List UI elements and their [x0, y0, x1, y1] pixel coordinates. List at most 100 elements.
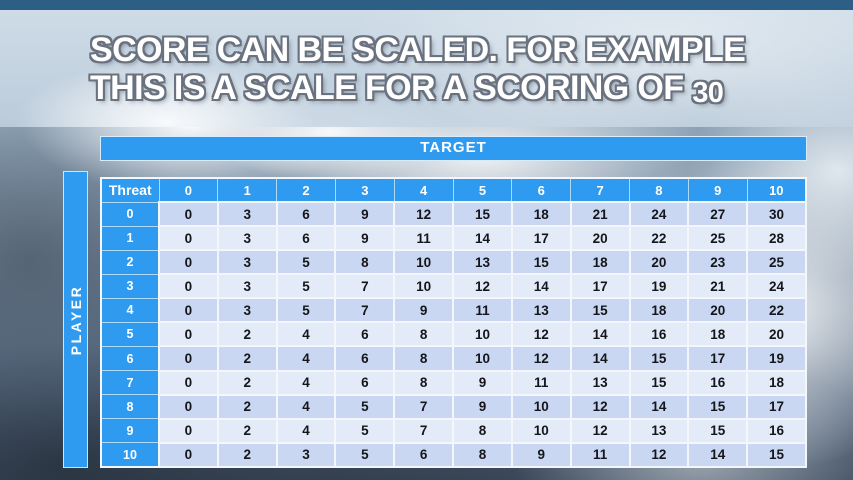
score-cell: 18 — [746, 369, 807, 396]
score-cell: 10 — [510, 393, 572, 420]
score-cell: 6 — [334, 369, 396, 396]
target-col-header: 3 — [334, 177, 395, 203]
score-cell: 18 — [510, 200, 572, 228]
player-row-header: 8 — [100, 394, 160, 420]
score-cell: 17 — [746, 393, 807, 420]
score-cell: 13 — [628, 417, 690, 444]
score-cell: 15 — [687, 393, 749, 420]
score-cell: 6 — [334, 321, 396, 348]
score-cell: 14 — [628, 393, 690, 420]
score-cell: 5 — [275, 273, 337, 300]
score-cell: 3 — [216, 297, 278, 324]
score-cell: 2 — [216, 393, 278, 420]
score-cell: 7 — [334, 273, 396, 300]
score-cell: 11 — [510, 369, 572, 396]
score-cell: 7 — [334, 297, 396, 324]
table-row: 6 0 2 4 6 8 10 12 14 15 17 19 — [100, 345, 807, 372]
player-row-header: 3 — [100, 273, 160, 299]
score-cell: 10 — [510, 417, 572, 444]
target-col-header: 5 — [452, 177, 513, 203]
score-cell: 12 — [510, 345, 572, 372]
score-cell: 0 — [158, 297, 219, 324]
player-row-header: 2 — [100, 249, 160, 275]
score-cell: 18 — [687, 321, 749, 348]
score-cell: 8 — [393, 369, 455, 396]
score-cell: 4 — [275, 321, 337, 348]
score-cell: 15 — [510, 249, 572, 276]
score-cell: 12 — [452, 273, 513, 300]
slide-title: SCORE CAN BE SCALED. FOR EXAMPLE THIS IS… — [90, 31, 746, 109]
score-cell: 9 — [334, 200, 396, 228]
score-cell: 19 — [746, 345, 807, 372]
title-line-1: SCORE CAN BE SCALED. FOR EXAMPLE — [90, 31, 746, 69]
score-cell: 13 — [569, 369, 631, 396]
table-row: 2 0 3 5 8 10 13 15 18 20 23 25 — [100, 249, 807, 276]
target-col-header: 4 — [393, 177, 454, 203]
score-cell: 13 — [510, 297, 572, 324]
score-cell: 12 — [628, 441, 690, 469]
score-cell: 8 — [452, 417, 513, 444]
score-cell: 10 — [393, 249, 455, 276]
player-row-header: 0 — [100, 201, 160, 227]
score-cell: 8 — [334, 249, 396, 276]
score-cell: 20 — [628, 249, 690, 276]
score-cell: 20 — [687, 297, 749, 324]
score-cell: 14 — [452, 225, 513, 252]
score-cell: 2 — [216, 345, 278, 372]
score-cell: 2 — [216, 321, 278, 348]
score-cell: 9 — [452, 393, 513, 420]
title-line-2-text: THIS IS A SCALE FOR A SCORING OF — [90, 69, 684, 108]
table-row: 8 0 2 4 5 7 9 10 12 14 15 17 — [100, 393, 807, 420]
score-cell: 24 — [746, 273, 807, 300]
score-cell: 8 — [393, 345, 455, 372]
title-band — [0, 10, 853, 127]
score-cell: 15 — [628, 369, 690, 396]
score-cell: 15 — [746, 441, 807, 469]
score-cell: 12 — [393, 200, 455, 228]
score-cell: 17 — [510, 225, 572, 252]
score-cell: 12 — [569, 393, 631, 420]
score-cell: 20 — [746, 321, 807, 348]
target-col-header: 2 — [276, 177, 336, 203]
score-cell: 14 — [687, 441, 749, 469]
score-cell: 12 — [510, 321, 572, 348]
score-cell: 28 — [746, 225, 807, 252]
score-table-body: 0 0 3 6 9 12 15 18 21 24 27 30 1 0 3 6 9 11 14 17 20 22 25 28 2 0… — [100, 200, 807, 469]
score-cell: 24 — [628, 200, 690, 228]
score-cell: 5 — [334, 393, 396, 420]
score-cell: 10 — [393, 273, 455, 300]
score-cell: 18 — [569, 249, 631, 276]
table-row: 10 0 2 3 5 6 8 9 11 12 14 15 — [100, 441, 807, 469]
score-cell: 25 — [746, 249, 807, 276]
score-cell: 16 — [746, 417, 807, 444]
score-cell: 7 — [393, 393, 455, 420]
score-cell: 8 — [393, 321, 455, 348]
score-cell: 14 — [510, 273, 572, 300]
score-cell: 19 — [628, 273, 690, 300]
score-cell: 3 — [216, 200, 278, 228]
score-cell: 0 — [158, 225, 219, 252]
player-row-header: 5 — [100, 321, 160, 347]
score-cell: 9 — [393, 297, 455, 324]
score-cell: 5 — [334, 417, 396, 444]
table-row: 3 0 3 5 7 10 12 14 17 19 21 24 — [100, 273, 807, 300]
table-row: 9 0 2 4 5 7 8 10 12 13 15 16 — [100, 417, 807, 444]
score-cell: 3 — [216, 249, 278, 276]
score-cell: 9 — [452, 369, 513, 396]
score-cell: 3 — [216, 225, 278, 252]
score-cell: 0 — [158, 200, 219, 228]
score-cell: 15 — [452, 200, 513, 228]
score-cell: 6 — [275, 225, 337, 252]
score-cell: 9 — [510, 441, 572, 469]
score-cell: 0 — [158, 393, 219, 420]
player-row-header: 1 — [100, 225, 160, 251]
score-cell: 22 — [746, 297, 807, 324]
score-cell: 2 — [216, 441, 278, 469]
score-cell: 2 — [216, 417, 278, 444]
table-row: 5 0 2 4 6 8 10 12 14 16 18 20 — [100, 321, 807, 348]
title-line-2: THIS IS A SCALE FOR A SCORING OF 30 — [90, 69, 745, 109]
score-cell: 17 — [687, 345, 749, 372]
score-cell: 17 — [569, 273, 631, 300]
score-cell: 16 — [628, 321, 690, 348]
